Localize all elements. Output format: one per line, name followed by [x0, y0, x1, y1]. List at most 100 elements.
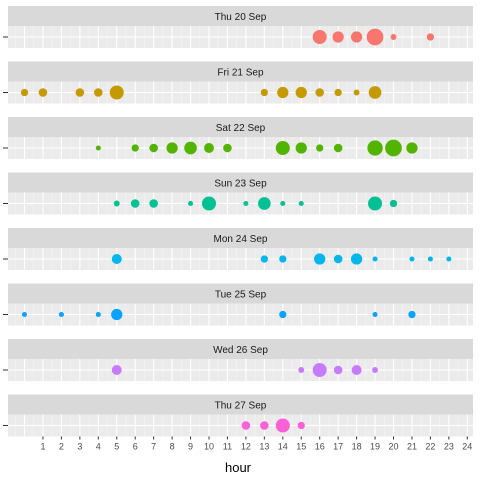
- data-point: [111, 254, 122, 264]
- facet-strip: [8, 339, 473, 359]
- data-point: [20, 88, 29, 97]
- x-tick-label: 11: [223, 442, 232, 452]
- data-point: [315, 88, 325, 97]
- data-point: [109, 85, 124, 100]
- data-point: [368, 196, 383, 211]
- facet-strip-label: Thu 20 Sep: [215, 12, 267, 23]
- x-tick-label: 5: [114, 442, 119, 452]
- data-point: [275, 418, 290, 433]
- x-tick-label: 19: [370, 442, 380, 452]
- data-point: [366, 28, 384, 46]
- data-point: [367, 140, 383, 156]
- facet-strip: [8, 228, 473, 248]
- data-point: [58, 311, 64, 318]
- x-tick-label: 1: [40, 442, 45, 452]
- facet-strip: [8, 394, 473, 415]
- data-point: [372, 256, 378, 262]
- x-tick-label: 22: [425, 442, 435, 452]
- x-tick-label: 21: [407, 442, 417, 452]
- data-point: [372, 311, 378, 318]
- data-point: [202, 196, 216, 211]
- data-point: [368, 86, 382, 99]
- facet-panel: Tue 25 Sep: [3, 283, 473, 326]
- data-point: [149, 143, 158, 153]
- facet-panel: Fri 21 Sep: [3, 61, 473, 104]
- facet-strip: [8, 61, 473, 82]
- data-point: [350, 253, 363, 265]
- data-point: [241, 421, 251, 430]
- data-point: [427, 256, 433, 262]
- facet-panel: Mon 24 Sep: [3, 228, 473, 270]
- data-point: [353, 89, 360, 96]
- x-axis: 1 2 3 4 5 6 7 8 9 10 11 12 13 14 15 16 17 18 19 20 21 22 23 24: [40, 436, 472, 452]
- data-point: [260, 88, 268, 97]
- data-point: [316, 144, 324, 152]
- data-point: [279, 310, 287, 319]
- data-point: [426, 33, 435, 41]
- x-tick-label: 14: [278, 442, 288, 452]
- data-point: [333, 254, 343, 264]
- facet-strip: [8, 6, 473, 26]
- facet-strip: [8, 172, 473, 193]
- data-point: [389, 199, 398, 208]
- data-point: [258, 197, 271, 210]
- x-tick-label: 6: [133, 442, 138, 452]
- facet-strip-label: Tue 25 Sep: [215, 290, 267, 301]
- data-point: [111, 365, 122, 375]
- data-point: [279, 255, 287, 263]
- x-tick-label: 17: [333, 442, 343, 452]
- facet-strip-label: Mon 24 Sep: [214, 234, 268, 245]
- facet-panels: Thu 20 Sep Fri 21 Sep Sat 22 Sep Sun 23 Sep…: [3, 6, 473, 437]
- facet-panel: Wed 26 Sep: [3, 339, 473, 381]
- data-point: [243, 200, 249, 207]
- x-tick-label: 3: [77, 442, 82, 452]
- facet-panel: Thu 20 Sep: [3, 6, 473, 48]
- data-point: [95, 311, 101, 318]
- data-point: [130, 199, 140, 208]
- data-point: [351, 365, 362, 375]
- data-point: [406, 142, 418, 154]
- data-point: [295, 142, 307, 154]
- data-point: [295, 86, 307, 99]
- data-point: [298, 367, 305, 373]
- data-point: [94, 88, 103, 97]
- x-tick-label: 8: [170, 442, 175, 452]
- facet-strip-label: Fri 21 Sep: [217, 68, 264, 79]
- data-point: [38, 88, 48, 97]
- data-point: [277, 86, 289, 99]
- x-tick-label: 7: [151, 442, 156, 452]
- facet-strip-label: Wed 26 Sep: [213, 345, 268, 356]
- x-tick-label: 4: [96, 442, 101, 452]
- data-point: [372, 367, 378, 373]
- data-point: [166, 142, 178, 154]
- facet-strip-label: Sat 22 Sep: [216, 123, 266, 134]
- x-tick-label: 2: [59, 442, 64, 452]
- data-point: [312, 30, 327, 44]
- data-point: [184, 141, 197, 155]
- data-point: [332, 31, 344, 43]
- data-point: [260, 421, 269, 430]
- data-point: [333, 143, 343, 153]
- x-tick-label: 23: [444, 442, 454, 452]
- data-point: [275, 141, 290, 155]
- data-point: [95, 145, 101, 151]
- x-tick-label: 20: [388, 442, 398, 452]
- data-point: [223, 143, 232, 153]
- data-point: [385, 139, 402, 157]
- x-tick-label: 18: [352, 442, 362, 452]
- data-point: [113, 200, 120, 207]
- data-point: [149, 199, 158, 208]
- facet-panel: Sun 23 Sep: [3, 172, 473, 215]
- data-point: [280, 200, 286, 207]
- facet-strip-label: Sun 23 Sep: [214, 179, 267, 190]
- data-point: [408, 310, 416, 319]
- data-point: [333, 365, 343, 375]
- x-tick-label: 12: [241, 442, 251, 452]
- x-tick-label: 15: [296, 442, 306, 452]
- data-point: [131, 144, 139, 152]
- x-tick-label: 16: [315, 442, 325, 452]
- data-point: [75, 88, 85, 97]
- x-tick-label: 9: [188, 442, 193, 452]
- data-point: [446, 256, 452, 262]
- data-point: [314, 253, 326, 265]
